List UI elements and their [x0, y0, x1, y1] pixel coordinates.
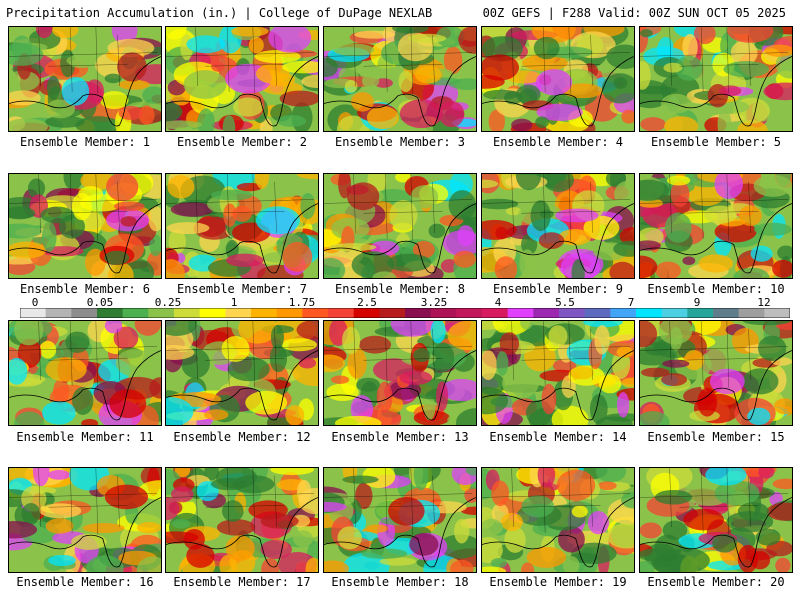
colorbar-label: 2.5 [357, 296, 377, 309]
colorbar-swatch [71, 308, 98, 318]
ensemble-map-6 [8, 173, 162, 279]
colorbar-swatch [328, 308, 355, 318]
ensemble-map-13 [323, 320, 477, 426]
colorbar-label: 7 [627, 296, 635, 309]
ensemble-caption-6: Ensemble Member: 6 [19, 282, 151, 296]
colorbar-swatch [636, 308, 663, 318]
ensemble-map-19 [481, 467, 635, 573]
ensemble-map-2 [165, 26, 319, 132]
ensemble-caption-4: Ensemble Member: 4 [492, 135, 624, 149]
colorbar-swatch [353, 308, 380, 318]
ensemble-caption-12: Ensemble Member: 12 [173, 430, 311, 444]
colorbar-swatch [225, 308, 252, 318]
colorbar-swatch [482, 308, 509, 318]
colorbar-label: 9 [693, 296, 701, 309]
colorbar-swatch [405, 308, 432, 318]
colorbar-label: 12 [757, 296, 771, 309]
ensemble-map-9 [481, 173, 635, 279]
ensemble-map-5 [639, 26, 793, 132]
colorbar-swatch [148, 308, 175, 318]
ensemble-caption-11: Ensemble Member: 11 [16, 430, 154, 444]
ensemble-caption-10: Ensemble Member: 10 [647, 282, 785, 296]
colorbar [20, 308, 790, 318]
ensemble-map-11 [8, 320, 162, 426]
colorbar-swatch [430, 308, 457, 318]
ensemble-map-17 [165, 467, 319, 573]
ensemble-caption-17: Ensemble Member: 17 [173, 575, 311, 589]
ensemble-caption-5: Ensemble Member: 5 [650, 135, 782, 149]
ensemble-map-3 [323, 26, 477, 132]
colorbar-swatch [122, 308, 149, 318]
title-right: 00Z GEFS | F288 Valid: 00Z SUN OCT 05 20… [482, 6, 786, 20]
ensemble-map-15 [639, 320, 793, 426]
colorbar-swatch [738, 308, 765, 318]
colorbar-swatch [456, 308, 483, 318]
colorbar-swatch [276, 308, 303, 318]
colorbar-swatch [764, 308, 790, 318]
ensemble-caption-20: Ensemble Member: 20 [647, 575, 785, 589]
ensemble-map-10 [639, 173, 793, 279]
ensemble-caption-16: Ensemble Member: 16 [16, 575, 154, 589]
ensemble-caption-19: Ensemble Member: 19 [489, 575, 627, 589]
colorbar-swatch [687, 308, 714, 318]
colorbar-swatch [379, 308, 406, 318]
colorbar-swatch [97, 308, 124, 318]
colorbar-label: 0.25 [154, 296, 182, 309]
title-left: Precipitation Accumulation (in.) | Colle… [6, 6, 433, 20]
ensemble-caption-2: Ensemble Member: 2 [176, 135, 308, 149]
ensemble-caption-7: Ensemble Member: 7 [176, 282, 308, 296]
colorbar-swatch [45, 308, 72, 318]
colorbar-swatch [584, 308, 611, 318]
colorbar-label: 1 [230, 296, 238, 309]
ensemble-caption-8: Ensemble Member: 8 [334, 282, 466, 296]
ensemble-map-12 [165, 320, 319, 426]
colorbar-label: 5.5 [555, 296, 575, 309]
ensemble-map-4 [481, 26, 635, 132]
colorbar-swatch [533, 308, 560, 318]
ensemble-caption-14: Ensemble Member: 14 [489, 430, 627, 444]
colorbar-swatch [713, 308, 740, 318]
colorbar-label: 4 [494, 296, 502, 309]
colorbar-swatch [20, 308, 47, 318]
colorbar-label: 1.75 [288, 296, 316, 309]
ensemble-map-8 [323, 173, 477, 279]
colorbar-swatch [507, 308, 534, 318]
ensemble-map-16 [8, 467, 162, 573]
colorbar-swatch [661, 308, 688, 318]
ensemble-map-20 [639, 467, 793, 573]
ensemble-map-7 [165, 173, 319, 279]
colorbar-swatch [251, 308, 278, 318]
ensemble-map-18 [323, 467, 477, 573]
colorbar-swatch [610, 308, 637, 318]
colorbar-label: 0.05 [86, 296, 114, 309]
ensemble-caption-15: Ensemble Member: 15 [647, 430, 785, 444]
colorbar-swatch [559, 308, 586, 318]
ensemble-caption-1: Ensemble Member: 1 [19, 135, 151, 149]
colorbar-swatch [199, 308, 226, 318]
ensemble-caption-9: Ensemble Member: 9 [492, 282, 624, 296]
ensemble-map-14 [481, 320, 635, 426]
colorbar-label: 3.25 [420, 296, 448, 309]
ensemble-caption-3: Ensemble Member: 3 [334, 135, 466, 149]
colorbar-swatch [302, 308, 329, 318]
ensemble-map-1 [8, 26, 162, 132]
ensemble-caption-18: Ensemble Member: 18 [331, 575, 469, 589]
colorbar-label: 0 [31, 296, 39, 309]
ensemble-caption-13: Ensemble Member: 13 [331, 430, 469, 444]
colorbar-swatch [174, 308, 201, 318]
